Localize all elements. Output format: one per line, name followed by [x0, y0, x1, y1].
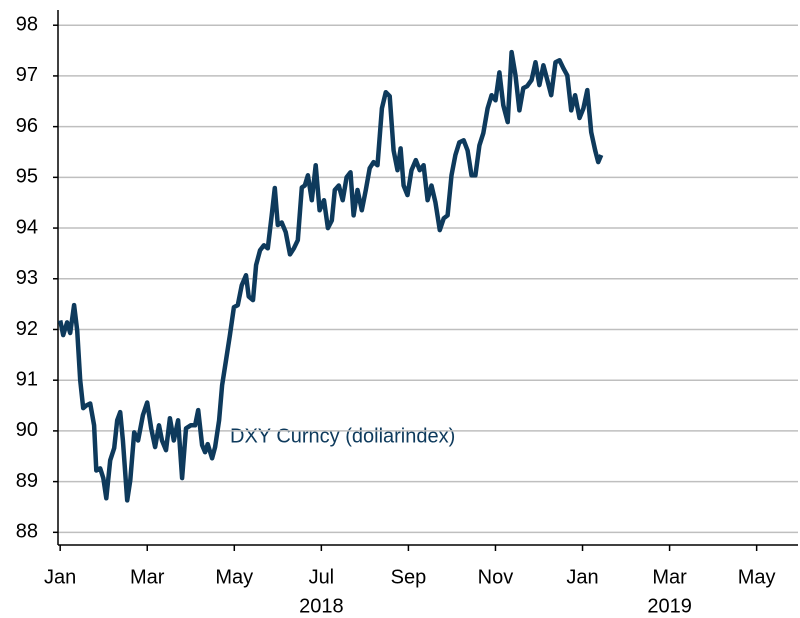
- y-tick-label: 90: [16, 419, 38, 441]
- data-line: [57, 49, 604, 503]
- y-tick-label: 93: [16, 267, 38, 289]
- year-label: 2018: [299, 595, 344, 617]
- x-tick-label: Jan: [566, 566, 598, 588]
- y-tick-label: 97: [16, 64, 38, 86]
- y-tick-label: 94: [16, 216, 38, 238]
- y-tick-label: 95: [16, 166, 38, 188]
- y-tick-label: 92: [16, 318, 38, 340]
- x-tick-label: May: [215, 566, 253, 588]
- y-tick-label: 91: [16, 368, 38, 390]
- x-tick-label: Jan: [44, 566, 76, 588]
- x-tick-label: Mar: [652, 566, 687, 588]
- annotation: DXY Curncy (dollarindex): [230, 425, 455, 447]
- y-tick-label: 98: [16, 13, 38, 35]
- y-tick-label: 88: [16, 521, 38, 543]
- x-tick-label: Jul: [309, 566, 335, 588]
- x-tick-label: Mar: [130, 566, 165, 588]
- year-label: 2019: [647, 595, 692, 617]
- y-tick-label: 96: [16, 115, 38, 137]
- x-tick-label: Sep: [391, 566, 427, 588]
- x-tick-label: Nov: [478, 566, 514, 588]
- x-tick-label: May: [738, 566, 776, 588]
- y-tick-label: 89: [16, 470, 38, 492]
